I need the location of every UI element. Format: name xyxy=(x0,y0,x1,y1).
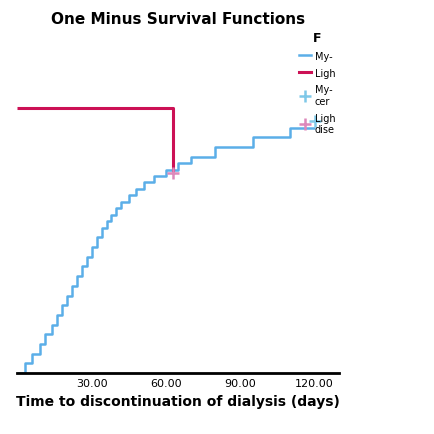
Title: One Minus Survival Functions: One Minus Survival Functions xyxy=(51,12,305,26)
X-axis label: Time to discontinuation of dialysis (days): Time to discontinuation of dialysis (day… xyxy=(16,394,339,408)
Legend: My-, Ligh, My-
cer, Ligh
dise: My-, Ligh, My- cer, Ligh dise xyxy=(295,28,339,139)
